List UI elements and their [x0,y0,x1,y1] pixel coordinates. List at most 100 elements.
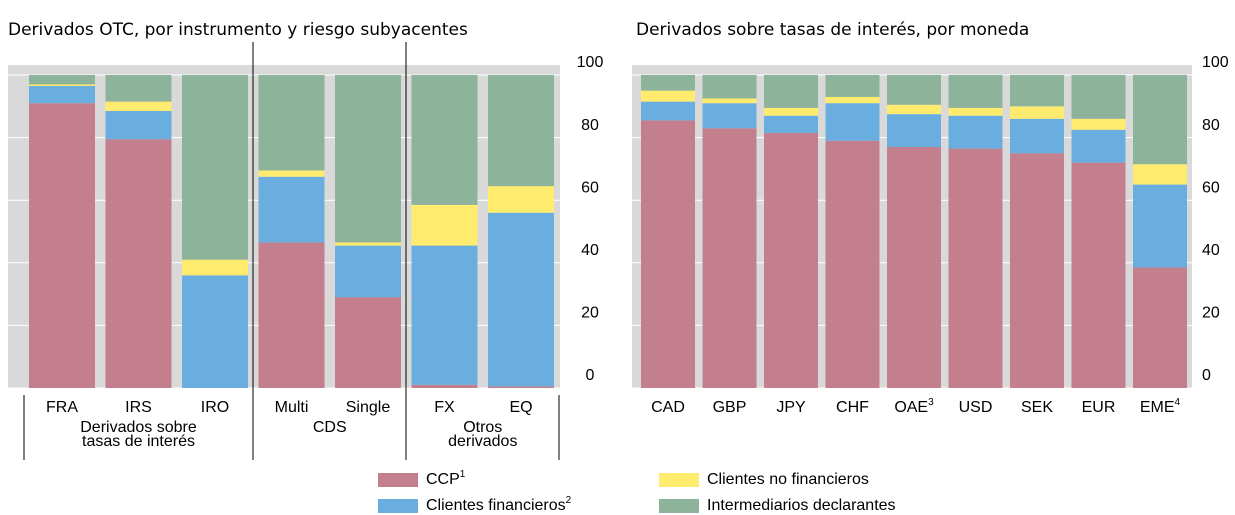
bar-segment [29,103,95,389]
bar-segment [105,110,172,140]
bar-segment [29,75,95,85]
bar-segment [488,212,554,387]
bar-segment [825,75,880,97]
category: OAE [894,399,928,416]
x-tick-label: IRS [125,399,152,416]
bar-segment [1071,75,1126,119]
bar-segment [702,103,757,129]
bar-segment [335,242,401,246]
x-tick-label: EQ [509,399,532,416]
legend-swatch [659,499,699,513]
bar-segment [764,115,818,133]
x-tick-label: EUR [1082,399,1116,416]
category: EUR [1082,399,1116,416]
bar-segment [825,140,880,388]
bar-segment [411,75,478,205]
category: CAD [651,399,685,416]
bar-segment [335,75,401,243]
y-tick-label: 60 [581,179,599,196]
legend-name: CCP [426,471,460,488]
category: CHF [836,399,869,416]
bar-segment [335,245,401,298]
y-tick-label: 100 [577,54,604,71]
bar-segment [887,75,941,105]
bar-segment [29,85,95,104]
bar-segment [702,98,757,104]
y-tick-label: 80 [581,117,599,134]
bar-segment [948,115,1003,149]
bar-segment [702,128,757,388]
x-tick-label: FRA [46,399,78,416]
bar-segment [948,148,1003,388]
bar-segment [702,75,757,99]
footnote-mark: 4 [1175,397,1181,408]
bar-segment [411,384,478,388]
bar-segment [641,101,695,121]
bar-segment [1010,153,1064,388]
bar-segment [411,245,478,385]
bar-segment [258,75,325,171]
bar-segment [641,75,695,91]
y-tick-label: 80 [1202,117,1220,134]
x-tick-label: GBP [713,399,747,416]
group-label: CDS [313,419,347,436]
bar-segment [1010,106,1064,119]
x-tick-label: EME4 [1140,397,1181,417]
legend-swatch [378,473,418,487]
category: JPY [776,399,806,416]
bar-segment [1133,75,1187,165]
group-label: derivados [448,433,517,450]
y-tick-label: 40 [1202,242,1220,259]
bar-segment [641,120,695,388]
bar-segment [1071,129,1126,163]
bar-segment [488,386,554,388]
category: SEK [1021,399,1053,416]
bar-segment [182,75,248,260]
category: GBP [713,399,747,416]
category: IRO [201,399,229,416]
footnote-mark: 2 [566,495,572,506]
bar-segment [764,107,818,116]
legend-label: Clientes financieros2 [426,495,572,515]
bar-segment [182,259,248,276]
bar-segment [182,275,248,388]
legend-label: CCP1 [426,469,466,489]
y-tick-label: 0 [1202,367,1211,384]
bar-segment [411,204,478,246]
chart-title: Derivados sobre tasas de interés, por mo… [636,20,1029,40]
bar-segment [1010,118,1064,154]
bar-segment [764,75,818,108]
bar-segment [1010,75,1064,107]
legend-name: Intermediarios declarantes [707,497,896,514]
bar-segment [29,84,95,86]
bar-segment [641,90,695,102]
footnote-mark: 3 [928,397,934,408]
category: EME [1140,399,1175,416]
category: Multi [275,399,309,416]
category: IRS [125,399,152,416]
legend-label: Intermediarios declarantes [707,497,896,514]
bar-segment [1133,267,1187,388]
bar-segment [1071,118,1126,130]
bar-segment [488,186,554,213]
chart-title: Derivados OTC, por instrumento y riesgo … [8,20,468,40]
x-tick-label: OAE3 [894,397,934,417]
x-tick-label: CHF [836,399,869,416]
bar-segment [105,101,172,111]
bar-segment [1133,184,1187,268]
y-tick-label: 20 [1202,305,1220,322]
category: USD [959,399,993,416]
footnote-mark: 1 [460,469,466,480]
bar-segment [764,132,818,388]
x-tick-label: SEK [1021,399,1053,416]
legend-swatch [378,499,418,513]
bar-segment [258,170,325,177]
bar-segment [105,75,172,102]
bar-segment [335,297,401,388]
x-tick-label: CAD [651,399,685,416]
group-label: tasas de interés [82,433,195,450]
y-tick-label: 20 [581,305,599,322]
bar-segment [887,146,941,388]
